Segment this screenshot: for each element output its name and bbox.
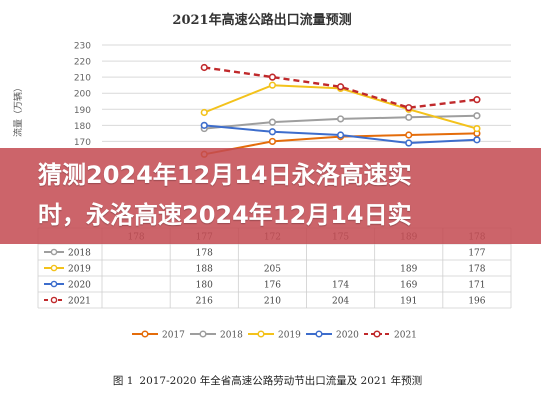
y-tick-label: 230 xyxy=(74,42,91,52)
data-point-2017 xyxy=(405,131,413,139)
legend-marker-2020 xyxy=(315,330,323,338)
figure-number: 图 1 xyxy=(112,375,134,387)
data-point-2021 xyxy=(405,104,413,112)
legend-label-2017: 2017 xyxy=(162,331,185,341)
y-tick-label: 220 xyxy=(74,58,91,68)
legend-label-2020: 2020 xyxy=(336,331,359,341)
legend-marker-2021 xyxy=(373,330,381,338)
table-cell: 196 xyxy=(468,297,485,307)
data-point-2018 xyxy=(336,115,345,123)
table-cell: 171 xyxy=(468,281,485,291)
legend-marker-2019 xyxy=(257,330,265,338)
figure-caption: 图 1 2017-2020 年全省高速公路劳动节出口流量及 2021 年预测 xyxy=(0,373,541,388)
table-cell: 174 xyxy=(332,281,349,291)
y-axis-label: 流量（万辆） xyxy=(12,83,24,137)
table-cell: 180 xyxy=(196,281,213,291)
data-point-2017 xyxy=(268,137,277,146)
table-row-label: 2020 xyxy=(68,281,91,291)
y-tick-labels: 170 180 190 200 210 220 230 xyxy=(74,42,91,148)
data-point-2020 xyxy=(405,139,413,147)
y-axis-title: 流量（万辆） xyxy=(12,83,24,137)
banner-headline-2: 时，永洛高速2024年12月14日实 xyxy=(38,201,412,229)
grid-lines xyxy=(102,44,511,142)
legend-label-2021: 2021 xyxy=(394,331,417,341)
legend: 2017 2018 2019 2020 2021 xyxy=(132,330,417,341)
table-cell: 176 xyxy=(264,281,281,291)
series-line-2021 xyxy=(204,66,478,109)
table-cell: 178 xyxy=(468,265,485,275)
table-cell: 177 xyxy=(468,249,485,259)
data-point-2021 xyxy=(268,73,277,81)
data-point-2020 xyxy=(268,128,277,136)
overlay-banner xyxy=(0,148,541,244)
y-tick-label: 210 xyxy=(74,74,91,84)
table-cell: 191 xyxy=(400,297,417,307)
data-point-2021 xyxy=(473,96,481,104)
y-tick-label: 170 xyxy=(74,138,91,148)
y-tick-label: 180 xyxy=(74,122,91,132)
table-row-label: 2019 xyxy=(68,265,91,275)
table-cell: 178 xyxy=(196,249,213,259)
legend-marker-2018 xyxy=(199,330,207,338)
data-point-2020 xyxy=(473,136,481,144)
data-point-2021 xyxy=(336,83,345,91)
data-point-2018 xyxy=(268,118,277,126)
table-row-marker-dot xyxy=(50,248,58,256)
table-cell: 188 xyxy=(196,265,213,275)
legend-label-2019: 2019 xyxy=(278,331,301,341)
table-cell: 205 xyxy=(264,265,281,275)
data-point-2019 xyxy=(268,81,277,89)
table-cell: 210 xyxy=(264,297,281,307)
chart-title: 2021年高速公路出口流量预测 xyxy=(172,12,351,28)
data-point-2020 xyxy=(200,121,208,129)
data-point-2021 xyxy=(200,63,208,72)
table-cell: 204 xyxy=(332,297,349,307)
data-point-2020 xyxy=(336,131,345,139)
table-row-marker-dot xyxy=(50,264,58,272)
banner-headline-1: 猜测2024年12月14日永洛高速实 xyxy=(38,161,412,189)
table-cell: 216 xyxy=(196,297,213,307)
y-tick-label: 200 xyxy=(74,90,91,100)
y-tick-label: 190 xyxy=(74,106,91,116)
table-cell: 189 xyxy=(400,265,417,275)
data-point-2019 xyxy=(200,108,208,117)
legend-marker-2017 xyxy=(141,330,149,338)
table-cell: 169 xyxy=(400,281,417,291)
table-row-label: 2018 xyxy=(68,249,91,259)
series-lines xyxy=(200,63,481,158)
caption-text: 2017-2020 年全省高速公路劳动节出口流量及 2021 年预测 xyxy=(139,375,423,387)
data-point-2018 xyxy=(405,113,413,121)
data-point-2018 xyxy=(473,112,481,120)
table-row-marker-dot xyxy=(50,280,58,288)
table-row-marker-dot xyxy=(50,296,58,304)
table-row-label: 2021 xyxy=(68,297,91,307)
legend-label-2018: 2018 xyxy=(220,331,243,341)
data-point-2019 xyxy=(473,124,481,133)
